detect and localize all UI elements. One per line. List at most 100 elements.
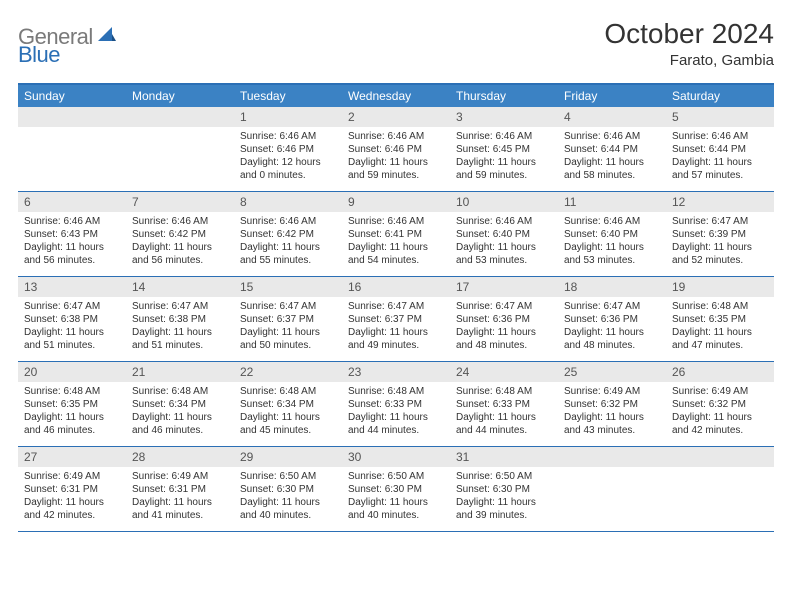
day-details: Sunrise: 6:49 AMSunset: 6:32 PMDaylight:…: [558, 382, 666, 443]
day-details: Sunrise: 6:49 AMSunset: 6:32 PMDaylight:…: [666, 382, 774, 443]
daylight-line: Daylight: 11 hours and 50 minutes.: [240, 326, 336, 352]
daylight-line: Daylight: 11 hours and 42 minutes.: [672, 411, 768, 437]
daylight-line: Daylight: 11 hours and 53 minutes.: [456, 241, 552, 267]
calendar: SundayMondayTuesdayWednesdayThursdayFrid…: [18, 83, 774, 532]
day-number: 15: [234, 277, 342, 297]
sunset-line: Sunset: 6:33 PM: [456, 398, 552, 411]
day-number: 30: [342, 447, 450, 467]
sunrise-line: Sunrise: 6:46 AM: [456, 215, 552, 228]
day-number: 2: [342, 107, 450, 127]
calendar-day: [18, 107, 126, 191]
day-number: 22: [234, 362, 342, 382]
sunrise-line: Sunrise: 6:50 AM: [456, 470, 552, 483]
sunrise-line: Sunrise: 6:46 AM: [240, 215, 336, 228]
sunrise-line: Sunrise: 6:50 AM: [240, 470, 336, 483]
sunset-line: Sunset: 6:43 PM: [24, 228, 120, 241]
daylight-line: Daylight: 11 hours and 42 minutes.: [24, 496, 120, 522]
calendar-day: 29Sunrise: 6:50 AMSunset: 6:30 PMDayligh…: [234, 447, 342, 531]
sunset-line: Sunset: 6:31 PM: [132, 483, 228, 496]
calendar-day: 17Sunrise: 6:47 AMSunset: 6:36 PMDayligh…: [450, 277, 558, 361]
sunrise-line: Sunrise: 6:48 AM: [672, 300, 768, 313]
weekday-header: Tuesday: [234, 85, 342, 107]
calendar-day: 23Sunrise: 6:48 AMSunset: 6:33 PMDayligh…: [342, 362, 450, 446]
day-number: 6: [18, 192, 126, 212]
sunrise-line: Sunrise: 6:49 AM: [24, 470, 120, 483]
sunset-line: Sunset: 6:33 PM: [348, 398, 444, 411]
day-details: Sunrise: 6:47 AMSunset: 6:37 PMDaylight:…: [342, 297, 450, 358]
day-details: Sunrise: 6:48 AMSunset: 6:35 PMDaylight:…: [18, 382, 126, 443]
day-number: 10: [450, 192, 558, 212]
day-number: 19: [666, 277, 774, 297]
daylight-line: Daylight: 11 hours and 44 minutes.: [456, 411, 552, 437]
day-number: 12: [666, 192, 774, 212]
weekday-header: Wednesday: [342, 85, 450, 107]
day-number: 4: [558, 107, 666, 127]
sunrise-line: Sunrise: 6:47 AM: [132, 300, 228, 313]
header: General October 2024 Farato, Gambia: [18, 18, 774, 69]
sunrise-line: Sunrise: 6:46 AM: [24, 215, 120, 228]
daylight-line: Daylight: 11 hours and 56 minutes.: [132, 241, 228, 267]
day-details: Sunrise: 6:48 AMSunset: 6:34 PMDaylight:…: [126, 382, 234, 443]
day-details: Sunrise: 6:46 AMSunset: 6:45 PMDaylight:…: [450, 127, 558, 188]
sunrise-line: Sunrise: 6:46 AM: [348, 130, 444, 143]
calendar-day: [558, 447, 666, 531]
sunrise-line: Sunrise: 6:48 AM: [456, 385, 552, 398]
day-details: Sunrise: 6:48 AMSunset: 6:33 PMDaylight:…: [342, 382, 450, 443]
sunrise-line: Sunrise: 6:49 AM: [564, 385, 660, 398]
day-number: 25: [558, 362, 666, 382]
day-number: 20: [18, 362, 126, 382]
daylight-line: Daylight: 11 hours and 44 minutes.: [348, 411, 444, 437]
page-title: October 2024: [604, 18, 774, 50]
day-details: Sunrise: 6:48 AMSunset: 6:35 PMDaylight:…: [666, 297, 774, 358]
day-details: Sunrise: 6:46 AMSunset: 6:44 PMDaylight:…: [558, 127, 666, 188]
calendar-day: 18Sunrise: 6:47 AMSunset: 6:36 PMDayligh…: [558, 277, 666, 361]
day-number: 27: [18, 447, 126, 467]
day-number: [126, 107, 234, 127]
day-details: Sunrise: 6:46 AMSunset: 6:43 PMDaylight:…: [18, 212, 126, 273]
daylight-line: Daylight: 11 hours and 40 minutes.: [240, 496, 336, 522]
daylight-line: Daylight: 11 hours and 59 minutes.: [348, 156, 444, 182]
daylight-line: Daylight: 11 hours and 45 minutes.: [240, 411, 336, 437]
day-details: Sunrise: 6:47 AMSunset: 6:38 PMDaylight:…: [126, 297, 234, 358]
sunset-line: Sunset: 6:40 PM: [456, 228, 552, 241]
calendar-day: 2Sunrise: 6:46 AMSunset: 6:46 PMDaylight…: [342, 107, 450, 191]
weekday-header: Monday: [126, 85, 234, 107]
sunrise-line: Sunrise: 6:46 AM: [564, 130, 660, 143]
daylight-line: Daylight: 11 hours and 40 minutes.: [348, 496, 444, 522]
day-details: Sunrise: 6:47 AMSunset: 6:36 PMDaylight:…: [450, 297, 558, 358]
day-details: Sunrise: 6:46 AMSunset: 6:42 PMDaylight:…: [234, 212, 342, 273]
sunrise-line: Sunrise: 6:48 AM: [24, 385, 120, 398]
sunrise-line: Sunrise: 6:47 AM: [240, 300, 336, 313]
sunset-line: Sunset: 6:36 PM: [456, 313, 552, 326]
daylight-line: Daylight: 11 hours and 46 minutes.: [132, 411, 228, 437]
calendar-day: 26Sunrise: 6:49 AMSunset: 6:32 PMDayligh…: [666, 362, 774, 446]
daylight-line: Daylight: 11 hours and 43 minutes.: [564, 411, 660, 437]
sunset-line: Sunset: 6:42 PM: [240, 228, 336, 241]
sunset-line: Sunset: 6:36 PM: [564, 313, 660, 326]
calendar-day: 11Sunrise: 6:46 AMSunset: 6:40 PMDayligh…: [558, 192, 666, 276]
day-details: Sunrise: 6:46 AMSunset: 6:46 PMDaylight:…: [342, 127, 450, 188]
calendar-day: [126, 107, 234, 191]
calendar-day: 1Sunrise: 6:46 AMSunset: 6:46 PMDaylight…: [234, 107, 342, 191]
daylight-line: Daylight: 11 hours and 59 minutes.: [456, 156, 552, 182]
calendar-day: 19Sunrise: 6:48 AMSunset: 6:35 PMDayligh…: [666, 277, 774, 361]
sunrise-line: Sunrise: 6:47 AM: [672, 215, 768, 228]
day-details: Sunrise: 6:49 AMSunset: 6:31 PMDaylight:…: [18, 467, 126, 528]
day-number: 28: [126, 447, 234, 467]
sunrise-line: Sunrise: 6:48 AM: [132, 385, 228, 398]
daylight-line: Daylight: 11 hours and 41 minutes.: [132, 496, 228, 522]
calendar-day: 7Sunrise: 6:46 AMSunset: 6:42 PMDaylight…: [126, 192, 234, 276]
sunset-line: Sunset: 6:42 PM: [132, 228, 228, 241]
sunrise-line: Sunrise: 6:46 AM: [672, 130, 768, 143]
calendar-day: 25Sunrise: 6:49 AMSunset: 6:32 PMDayligh…: [558, 362, 666, 446]
sunset-line: Sunset: 6:38 PM: [132, 313, 228, 326]
sunrise-line: Sunrise: 6:49 AM: [132, 470, 228, 483]
sunset-line: Sunset: 6:32 PM: [564, 398, 660, 411]
sunset-line: Sunset: 6:35 PM: [24, 398, 120, 411]
calendar-day: 22Sunrise: 6:48 AMSunset: 6:34 PMDayligh…: [234, 362, 342, 446]
page-subtitle: Farato, Gambia: [604, 52, 774, 69]
weekday-header: Sunday: [18, 85, 126, 107]
day-details: Sunrise: 6:49 AMSunset: 6:31 PMDaylight:…: [126, 467, 234, 528]
day-details: Sunrise: 6:46 AMSunset: 6:40 PMDaylight:…: [450, 212, 558, 273]
sunset-line: Sunset: 6:37 PM: [348, 313, 444, 326]
